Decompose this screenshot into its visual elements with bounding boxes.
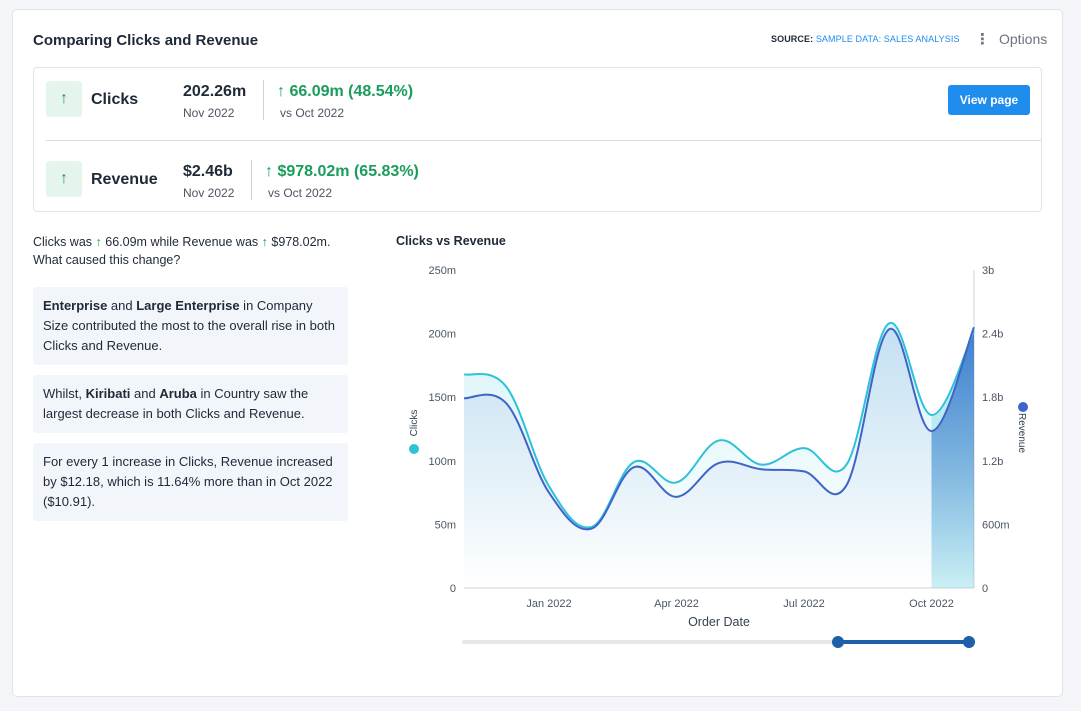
y-left-tick-label: 200m bbox=[428, 329, 456, 341]
insight-text: in Company Size contributed the most to … bbox=[43, 298, 335, 353]
question-value: 66.09m bbox=[105, 235, 147, 249]
x-axis-title: Order Date bbox=[688, 615, 750, 629]
options-menu[interactable]: ⋮ Options bbox=[975, 31, 1047, 47]
selected-range-area bbox=[931, 327, 974, 588]
insight-highlight: Enterprise bbox=[43, 298, 108, 313]
row-divider bbox=[46, 140, 1041, 141]
view-page-button[interactable]: View page bbox=[948, 85, 1030, 115]
y-right-tick-label: 2.4b bbox=[982, 329, 1003, 341]
y-left-axis-title: Clicks bbox=[409, 410, 420, 437]
metric-delta-value: $978.02m (65.83%) bbox=[277, 163, 419, 180]
insight-card: Enterprise and Large Enterprise in Compa… bbox=[33, 287, 348, 365]
y-right-axis-title: Revenue bbox=[1016, 413, 1027, 453]
metric-divider bbox=[263, 80, 264, 120]
question-text: Clicks was bbox=[33, 235, 93, 249]
y-left-tick-label: 0 bbox=[450, 583, 456, 595]
metric-divider bbox=[251, 160, 252, 200]
y-left-tick-label: 250m bbox=[428, 265, 456, 277]
metric-delta: ↑ $978.02m (65.83%) bbox=[265, 163, 419, 180]
more-vertical-icon: ⋮ bbox=[975, 30, 990, 48]
arrow-up-icon: ↑ bbox=[46, 161, 82, 197]
revenue-legend-dot bbox=[1018, 402, 1028, 412]
source-link[interactable]: SAMPLE DATA: SALES ANALYSIS bbox=[815, 34, 960, 44]
y-right-tick-label: 600m bbox=[982, 519, 1010, 531]
insight-highlight: Aruba bbox=[159, 386, 197, 401]
y-left-tick-label: 150m bbox=[428, 392, 456, 404]
source-prefix: SOURCE: bbox=[771, 34, 814, 44]
source-label: SOURCE: SAMPLE DATA: SALES ANALYSIS bbox=[771, 34, 960, 44]
y-left-tick-label: 50m bbox=[435, 519, 456, 531]
insight-highlight: Large Enterprise bbox=[136, 298, 240, 313]
metric-date: Nov 2022 bbox=[183, 106, 235, 120]
x-tick-label: Oct 2022 bbox=[909, 598, 954, 610]
y-right-tick-label: 0 bbox=[982, 583, 988, 595]
metric-delta-value: 66.09m (48.54%) bbox=[289, 83, 414, 100]
insight-text: and bbox=[107, 298, 137, 313]
insight-text: in Country saw the largest decrease in b… bbox=[43, 386, 309, 421]
metrics-panel: ↑ Clicks 202.26m Nov 2022 ↑ 66.09m (48.5… bbox=[33, 67, 1042, 212]
metric-name: Revenue bbox=[91, 171, 158, 188]
metric-comparison: vs Oct 2022 bbox=[280, 106, 345, 120]
range-slider-end-handle[interactable] bbox=[963, 636, 975, 648]
x-tick-label: Apr 2022 bbox=[654, 598, 699, 610]
selected-range-clicks-area bbox=[931, 330, 974, 588]
arrow-up-icon: ↑ bbox=[261, 235, 268, 249]
arrow-up-icon: ↑ bbox=[46, 81, 82, 117]
metric-value: $2.46b bbox=[183, 163, 233, 180]
y-left-tick-label: 100m bbox=[428, 456, 456, 468]
metric-row-clicks: ↑ Clicks 202.26m Nov 2022 ↑ 66.09m (48.5… bbox=[34, 68, 1041, 140]
insight-card: For every 1 increase in Clicks, Revenue … bbox=[33, 443, 348, 521]
arrow-up-icon: ↑ bbox=[95, 235, 102, 249]
x-tick-label: Jul 2022 bbox=[783, 598, 825, 610]
insight-text: Whilst, bbox=[43, 386, 86, 401]
insight-highlight: Kiribati bbox=[85, 386, 131, 401]
metric-comparison: vs Oct 2022 bbox=[268, 186, 333, 200]
metric-delta: ↑ 66.09m (48.54%) bbox=[277, 83, 414, 100]
insight-text: For every 1 increase in Clicks, Revenue … bbox=[43, 454, 333, 509]
metric-row-revenue: ↑ Revenue $2.46b Nov 2022 ↑ $978.02m (65… bbox=[34, 148, 1041, 220]
revenue-area bbox=[464, 327, 974, 588]
y-right-tick-label: 1.2b bbox=[982, 456, 1003, 468]
range-slider-start-handle[interactable] bbox=[832, 636, 844, 648]
change-question: Clicks was ↑ 66.09m while Revenue was ↑ … bbox=[33, 233, 363, 269]
revenue-line bbox=[463, 326, 975, 531]
y-right-tick-label: 3b bbox=[982, 265, 994, 277]
clicks-line bbox=[463, 322, 975, 529]
chart-title: Clicks vs Revenue bbox=[396, 234, 506, 248]
x-tick-label: Jan 2022 bbox=[526, 598, 571, 610]
question-text: while Revenue was bbox=[150, 235, 259, 249]
insight-text: and bbox=[130, 386, 160, 401]
question-text: What caused this change? bbox=[33, 253, 181, 267]
question-value: $978.02m. bbox=[271, 235, 331, 249]
card-title: Comparing Clicks and Revenue bbox=[33, 32, 259, 49]
metric-value: 202.26m bbox=[183, 83, 247, 100]
metric-name: Clicks bbox=[91, 91, 139, 108]
clicks-legend-dot bbox=[409, 444, 419, 454]
y-right-tick-label: 1.8b bbox=[982, 392, 1003, 404]
insight-card: Whilst, Kiribati and Aruba in Country sa… bbox=[33, 375, 348, 433]
metric-date: Nov 2022 bbox=[183, 186, 235, 200]
options-label: Options bbox=[999, 31, 1048, 47]
